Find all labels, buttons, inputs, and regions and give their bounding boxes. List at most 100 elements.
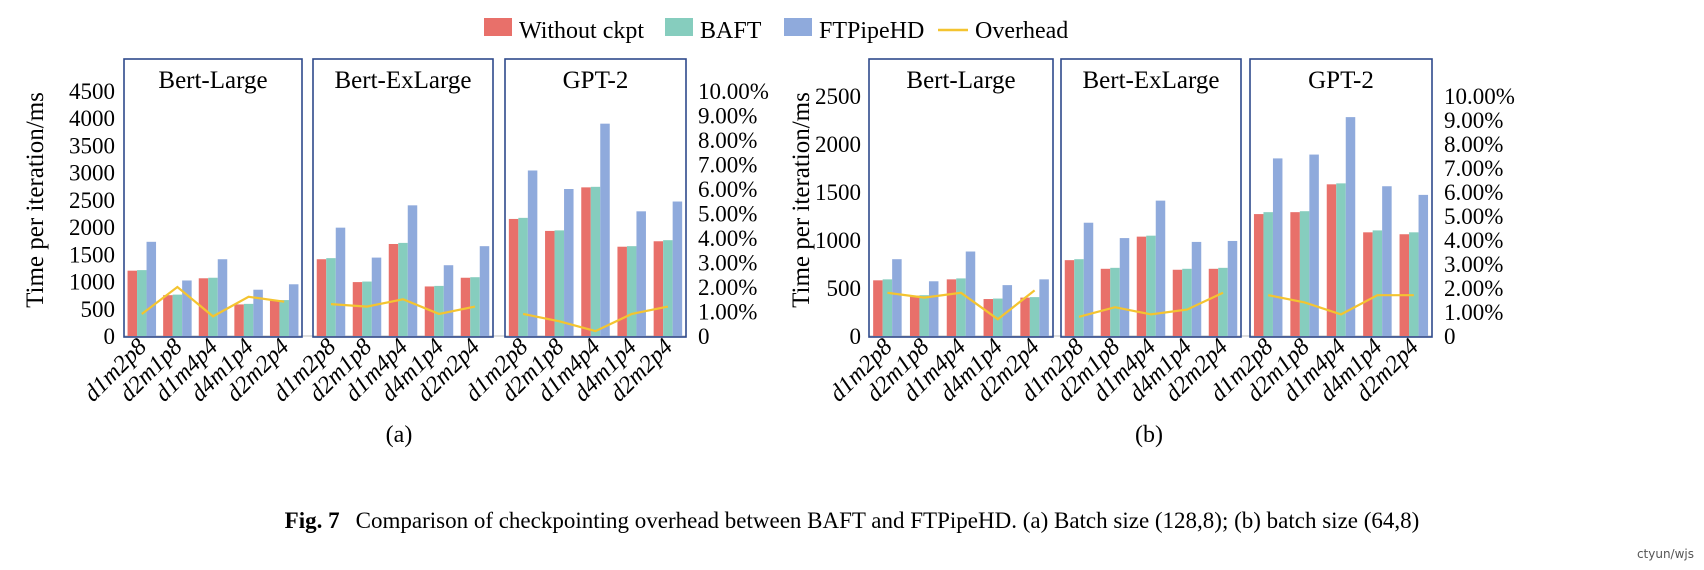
bar-without-ckpt <box>1100 268 1111 336</box>
bar-ftpipehd <box>371 257 382 336</box>
bar-without-ckpt <box>1399 234 1410 336</box>
bar-without-ckpt <box>545 230 555 336</box>
bar-baft <box>1263 212 1273 336</box>
y2-tick-label: 0 <box>698 324 710 349</box>
legend-label: BAFT <box>700 18 762 44</box>
bar-baft <box>1336 183 1346 336</box>
bar-baft <box>663 240 673 336</box>
bar-ftpipehd <box>564 189 574 336</box>
y-tick-label: 1500 <box>69 242 115 267</box>
y-tick-label: 2500 <box>69 188 115 213</box>
y2-tick-label: 7.00% <box>698 153 757 178</box>
bar-baft <box>172 294 183 336</box>
bar-ftpipehd <box>407 205 418 336</box>
bar-ftpipehd <box>527 170 538 336</box>
bar-baft <box>1182 268 1192 336</box>
y2-tick-label: 7.00% <box>1444 156 1503 181</box>
bar-baft <box>137 270 147 336</box>
bar-ftpipehd <box>253 289 263 336</box>
bar-ftpipehd <box>288 284 299 336</box>
bar-without-ckpt <box>1208 268 1219 336</box>
bar-baft <box>518 217 528 336</box>
bar-baft <box>1074 259 1084 336</box>
bar-ftpipehd <box>636 211 646 336</box>
bar-baft <box>590 186 601 336</box>
legend-item-baft: BAFT <box>665 18 762 44</box>
bar-without-ckpt <box>873 280 883 336</box>
panel-sublabel: (b) <box>1135 422 1163 448</box>
bar-ftpipehd <box>892 259 902 336</box>
bar-without-ckpt <box>388 243 399 336</box>
legend-label: FTPipeHD <box>819 18 924 44</box>
chart-panel-a: 050010001500200025003000350040004500Time… <box>22 58 769 448</box>
bar-without-ckpt <box>1363 232 1373 336</box>
bar-without-ckpt <box>909 295 920 336</box>
group-frame <box>1249 58 1433 338</box>
legend-item-overhead: Overhead <box>938 18 1068 44</box>
y-tick-label: 2000 <box>69 215 115 240</box>
legend-item-ftpipehd: FTPipeHD <box>784 18 924 44</box>
legend-swatch <box>784 18 812 36</box>
bar-without-ckpt <box>460 277 471 336</box>
bar-without-ckpt <box>983 299 994 336</box>
bar-without-ckpt <box>1064 260 1075 336</box>
bar-ftpipehd <box>146 241 157 336</box>
y-tick-label: 500 <box>81 297 116 322</box>
bar-baft <box>919 295 929 336</box>
bar-baft <box>1372 230 1383 336</box>
group-frame <box>868 58 1054 338</box>
legend: Without ckpt BAFT FTPipeHD Overhead <box>484 18 1068 44</box>
y2-tick-label: 10.00% <box>1444 84 1515 109</box>
y2-tick-label: 8.00% <box>698 128 757 153</box>
group-title: GPT-2 <box>563 67 629 94</box>
bar-without-ckpt <box>234 304 244 336</box>
bar-without-ckpt <box>1136 236 1147 336</box>
y-tick-label: 3000 <box>69 161 115 186</box>
bar-baft <box>1029 297 1040 336</box>
bar-without-ckpt <box>352 282 363 336</box>
group-title: Bert-Large <box>906 67 1015 94</box>
bar-without-ckpt <box>653 241 664 336</box>
group-title: GPT-2 <box>1308 67 1374 94</box>
y2-tick-label: 5.00% <box>698 202 757 227</box>
bar-ftpipehd <box>335 227 346 336</box>
bar-without-ckpt <box>1253 214 1264 336</box>
bar-ftpipehd <box>600 123 610 337</box>
y-tick-label: 4500 <box>69 79 115 104</box>
y2-tick-label: 5.00% <box>1444 204 1503 229</box>
bar-baft <box>398 242 408 336</box>
bar-baft <box>279 300 289 336</box>
y2-axis-ticks: 01.00%2.00%3.00%4.00%5.00%6.00%7.00%8.00… <box>1444 84 1515 349</box>
y-tick-label: 0 <box>104 324 116 349</box>
y2-tick-label: 2.00% <box>1444 276 1503 301</box>
figure-caption: Fig. 7 Comparison of checkpointing overhe… <box>0 508 1704 534</box>
y2-tick-label: 4.00% <box>698 226 757 251</box>
y2-tick-label: 9.00% <box>1444 108 1503 133</box>
y2-tick-label: 2.00% <box>698 275 757 300</box>
group-frame <box>504 58 687 338</box>
y2-tick-label: 1.00% <box>1444 300 1503 325</box>
bar-baft <box>554 230 565 336</box>
bar-ftpipehd <box>1309 154 1319 336</box>
group-frame <box>1060 58 1242 338</box>
y-axis-title: Time per iteration/ms <box>22 92 49 308</box>
y2-tick-label: 1.00% <box>698 300 757 325</box>
bar-baft <box>1110 267 1120 336</box>
group-title: Bert-ExLarge <box>335 67 472 94</box>
bar-without-ckpt <box>1172 269 1183 336</box>
bar-without-ckpt <box>269 300 280 336</box>
bar-ftpipehd <box>217 259 228 336</box>
bar-baft <box>1218 267 1228 336</box>
group-bert-exlarge: Bert-ExLarged1m2p8d2m1p8d1m4p4d4m1p4d2m2… <box>1016 58 1242 407</box>
bar-ftpipehd <box>1191 241 1202 336</box>
bar-without-ckpt <box>316 259 327 336</box>
bar-baft <box>1146 235 1156 336</box>
y-tick-label: 3500 <box>69 133 115 158</box>
y-tick-label: 1000 <box>815 228 861 253</box>
group-frame <box>312 58 494 338</box>
y-tick-label: 4000 <box>69 106 115 131</box>
group-title: Bert-Large <box>158 67 267 94</box>
